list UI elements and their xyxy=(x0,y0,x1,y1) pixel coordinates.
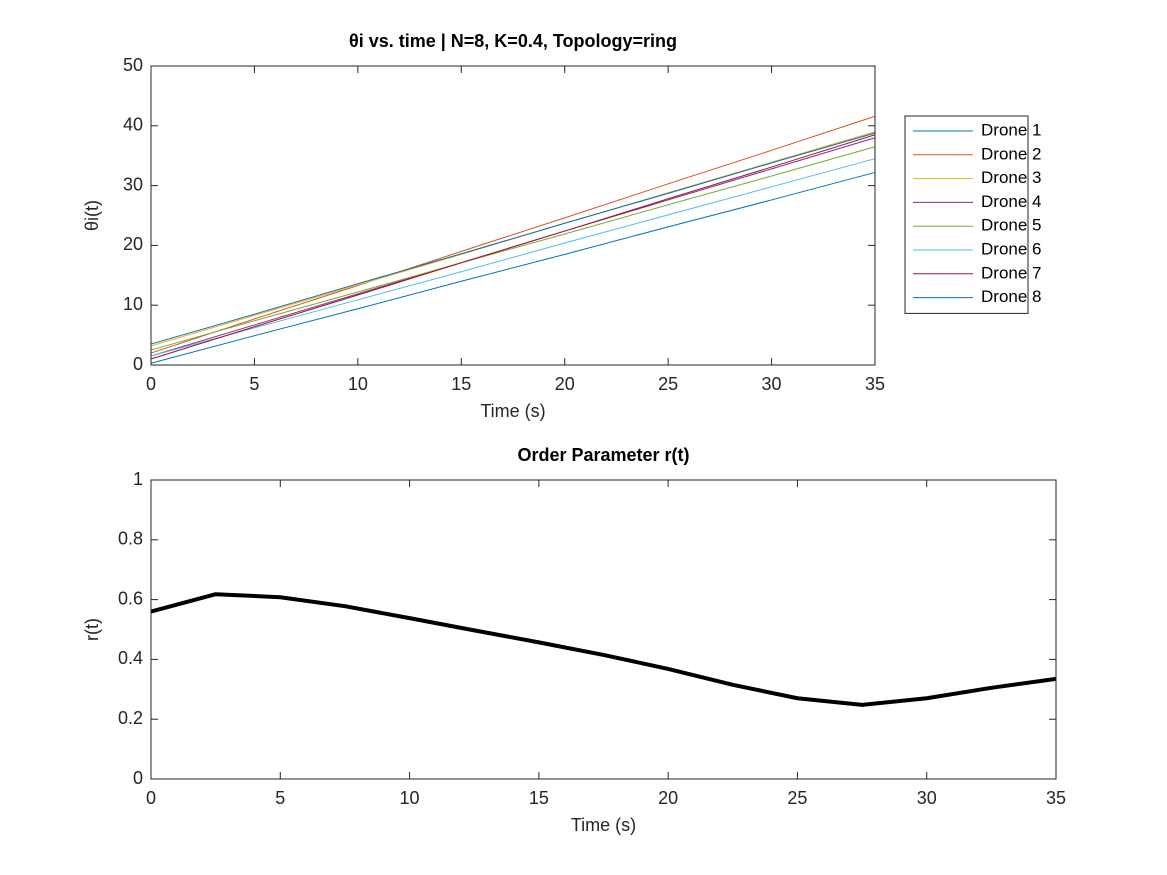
y-tick-label: 10 xyxy=(123,294,143,314)
legend-label: Drone 4 xyxy=(981,192,1041,211)
y-tick-label: 0 xyxy=(133,768,143,788)
y-tick-label: 0 xyxy=(133,354,143,374)
x-tick-label: 10 xyxy=(348,374,368,394)
y-tick-label: 20 xyxy=(123,234,143,254)
x-tick-label: 15 xyxy=(451,374,471,394)
y-axis-label: θi(t) xyxy=(82,200,102,231)
axes-box xyxy=(150,479,1057,780)
x-tick-label: 30 xyxy=(762,374,782,394)
y-tick-label: 1 xyxy=(133,469,143,489)
legend-label: Drone 7 xyxy=(981,263,1041,282)
data-line xyxy=(150,158,876,357)
x-axis-label: Time (s) xyxy=(480,401,545,421)
axes-background xyxy=(151,66,875,365)
y-tick-label: 0.6 xyxy=(118,588,143,608)
legend-label: Drone 8 xyxy=(981,287,1041,306)
x-tick-label: 25 xyxy=(658,374,678,394)
x-axis-label: Time (s) xyxy=(571,815,636,835)
legend-box xyxy=(904,115,1029,314)
x-tick-label: 10 xyxy=(400,788,420,808)
axes-background xyxy=(151,480,1056,779)
x-tick-label: 0 xyxy=(146,788,156,808)
data-line xyxy=(150,592,1057,707)
chart-title: θi vs. time | N=8, K=0.4, Topology=ring xyxy=(349,31,677,51)
data-line xyxy=(150,115,876,354)
x-tick-label: 0 xyxy=(146,374,156,394)
axes-box xyxy=(150,65,876,366)
y-tick-label: 50 xyxy=(123,55,143,75)
legend-label: Drone 2 xyxy=(981,144,1041,163)
y-axis-label: r(t) xyxy=(82,618,102,641)
y-tick-label: 40 xyxy=(123,115,143,135)
x-tick-label: 15 xyxy=(529,788,549,808)
x-tick-label: 35 xyxy=(865,374,885,394)
y-tick-label: 0.2 xyxy=(118,708,143,728)
x-tick-label: 20 xyxy=(555,374,575,394)
y-tick-label: 0.4 xyxy=(118,648,143,668)
y-tick-label: 30 xyxy=(123,174,143,194)
legend-label: Drone 3 xyxy=(981,168,1041,187)
x-tick-label: 30 xyxy=(917,788,937,808)
data-line xyxy=(150,134,876,360)
data-line xyxy=(150,132,876,345)
x-tick-label: 25 xyxy=(787,788,807,808)
legend-label: Drone 1 xyxy=(981,120,1041,139)
data-line xyxy=(150,146,876,351)
legend-label: Drone 5 xyxy=(981,216,1041,235)
chart-title: Order Parameter r(t) xyxy=(517,445,689,465)
legend-label: Drone 6 xyxy=(981,239,1041,258)
x-tick-label: 5 xyxy=(275,788,285,808)
x-tick-label: 35 xyxy=(1046,788,1066,808)
y-tick-label: 0.8 xyxy=(118,529,143,549)
x-tick-label: 5 xyxy=(249,374,259,394)
data-line xyxy=(150,171,876,364)
x-tick-label: 20 xyxy=(658,788,678,808)
